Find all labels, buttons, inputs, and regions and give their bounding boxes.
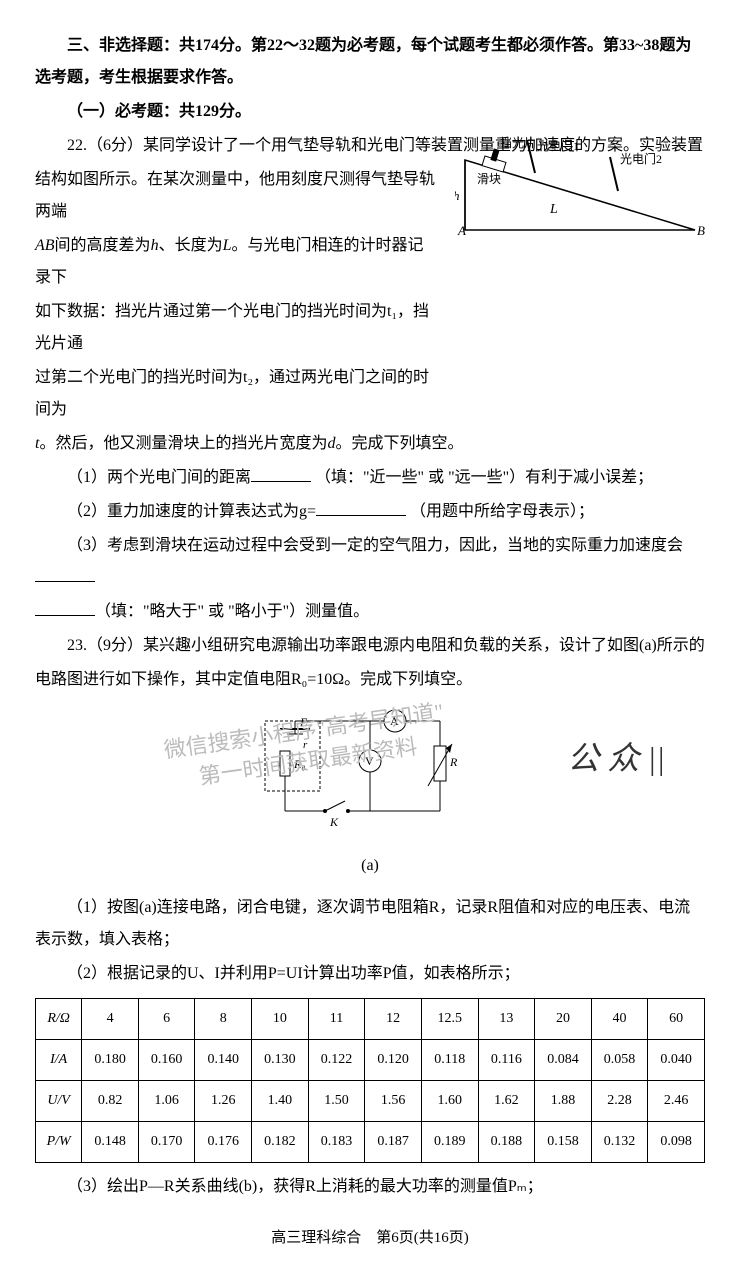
incline-diagram: A B h L 滑块 挡光片 光电门1 光电门2 — [455, 135, 705, 245]
q23-p3: （3）绘出P—R关系曲线(b)，获得R上消耗的最大功率的测量值Pₘ； — [35, 1171, 705, 1203]
circuit-caption: (a) — [35, 850, 705, 882]
table-row: U/V 0.821.061.261.401.501.561.601.621.88… — [36, 1081, 705, 1122]
table-row: P/W 0.1480.1700.1760.1820.1830.1870.1890… — [36, 1122, 705, 1163]
svg-text:光电门1: 光电门1 — [537, 138, 579, 153]
q22-p1: （1）两个光电门间的距离 （填："近一些" 或 "远一些"）有利于减小误差； — [35, 462, 705, 494]
cell: I/A — [36, 1040, 82, 1081]
cell: R/Ω — [36, 999, 82, 1040]
q22-line: 结构如图所示。在某次测量中，他用刻度尺测得气垫导轨两端 — [35, 164, 435, 228]
q23-p2: （2）根据记录的U、I并利用P=UI计算出功率P值，如表格所示； — [35, 958, 705, 990]
svg-text:R: R — [449, 755, 458, 769]
circuit-diagram: E R₀ r A R K V — [240, 706, 500, 836]
circuit-area: 微信搜索小程序"高考早知道" 第一时间获取最新资料 公 众 || E R₀ r … — [35, 706, 705, 882]
cell: P/W — [36, 1122, 82, 1163]
page-footer: 高三理科综合 第6页(共16页) — [35, 1223, 705, 1253]
q22-p3: （3）考虑到滑块在运动过程中会受到一定的空气阻力，因此，当地的实际重力加速度会 — [35, 530, 705, 594]
q22-line: 过第二个光电门的挡光时间为t₂，通过两光电门之间的时间为 — [35, 362, 435, 426]
svg-text:B: B — [697, 223, 705, 238]
handwriting: 公 众 || — [567, 726, 665, 790]
required-header: （一）必考题：共129分。 — [35, 96, 705, 128]
svg-text:挡光片: 挡光片 — [500, 136, 536, 150]
svg-text:A: A — [457, 223, 466, 238]
q22-line: 如下数据：挡光片通过第一个光电门的挡光时间为t₁，挡光片通 — [35, 296, 435, 360]
q22-block: 22.（6分）某同学设计了一个用气垫导轨和光电门等装置测量重力加速度的方案。实验… — [35, 130, 705, 426]
q23-intro: 23.（9分）某兴趣小组研究电源输出功率跟电源内电阻和负载的关系，设计了如图(a… — [35, 630, 705, 662]
data-table: R/Ω 46810111212.513204060 I/A 0.1800.160… — [35, 998, 705, 1163]
table-row: I/A 0.1800.1600.1400.1300.1220.1200.1180… — [36, 1040, 705, 1081]
q22-line: t。然后，他又测量滑块上的挡光片宽度为d。完成下列填空。 — [35, 428, 705, 460]
svg-text:E: E — [299, 715, 308, 729]
svg-text:h: h — [455, 188, 460, 203]
svg-text:K: K — [329, 815, 339, 829]
q23-p1: （1）按图(a)连接电路，闭合电键，逐次调节电阻箱R，记录R阻值和对应的电压表、… — [35, 892, 705, 956]
svg-text:V: V — [365, 754, 374, 768]
svg-text:r: r — [303, 739, 308, 751]
svg-text:A: A — [390, 714, 399, 728]
svg-text:光电门2: 光电门2 — [620, 151, 662, 166]
svg-text:R₀: R₀ — [293, 757, 306, 771]
q22-line: ABAB间的高度差为h、长度为L。与光电门相连的计时器记录下间的高度差为h、长度… — [35, 230, 435, 294]
q23-intro2: 电路图进行如下操作，其中定值电阻R₀=10Ω。完成下列填空。 — [35, 664, 705, 696]
cell: U/V — [36, 1081, 82, 1122]
table-row: R/Ω 46810111212.513204060 — [36, 999, 705, 1040]
section-header: 三、非选择题：共174分。第22～32题为必考题，每个试题考生都必须作答。第33… — [35, 30, 705, 94]
q22-p2: （2）重力加速度的计算表达式为g= （用题中所给字母表示）； — [35, 496, 705, 528]
svg-text:L: L — [549, 202, 558, 217]
q22-p3b: （填："略大于" 或 "略小于"）测量值。 — [35, 596, 705, 628]
svg-text:滑块: 滑块 — [477, 172, 501, 186]
